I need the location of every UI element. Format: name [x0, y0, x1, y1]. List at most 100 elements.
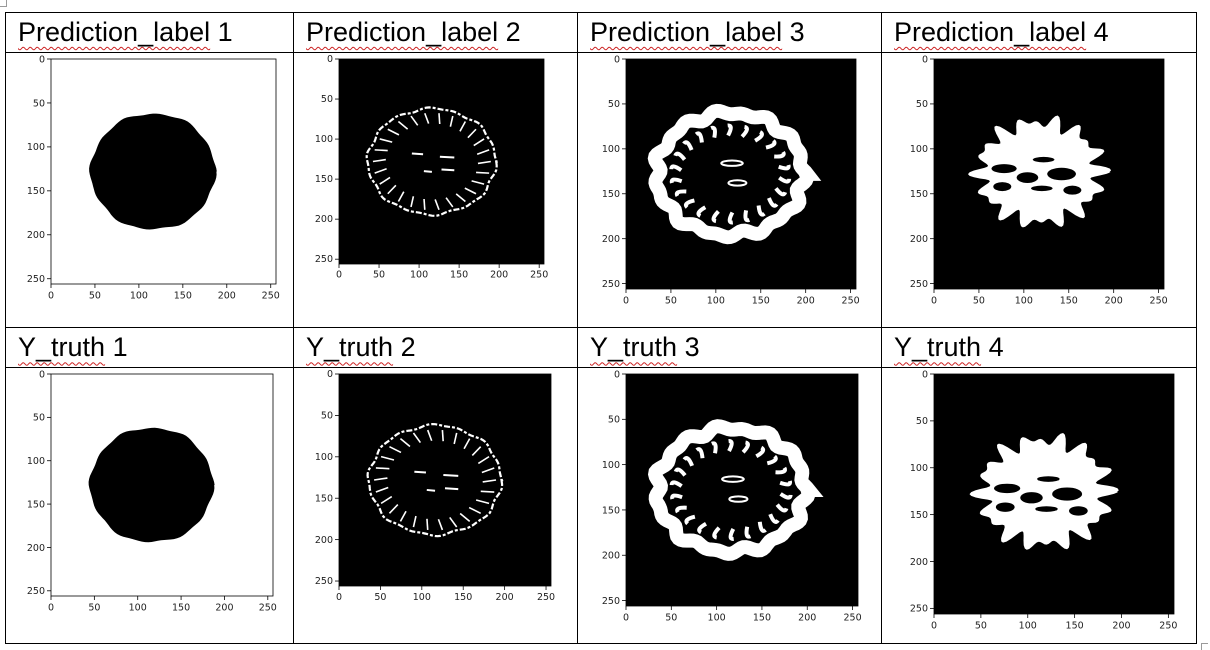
gyrus-fold [765, 138, 777, 150]
plot-cell-prediction-1[interactable]: 0 0 50 50 100 100 150 150 200 200 250 250 [5, 51, 294, 329]
sulcus-mark [389, 446, 402, 454]
y-tick-label: 0 [39, 54, 45, 65]
x-tick-label: 0 [931, 621, 937, 632]
header-cell-truth-3[interactable]: Y_truth 3 [577, 327, 882, 369]
y-tick-label: 50 [33, 98, 45, 109]
gyrus-fold [669, 177, 683, 184]
x-tick-label: 0 [336, 592, 342, 603]
white-matter-shape [969, 433, 1119, 550]
gyrus-fold [670, 493, 683, 500]
gyrus-fold [775, 503, 789, 513]
gyrus-fold [779, 480, 793, 487]
sulcus-mark [410, 195, 415, 207]
brain-mask-shape [89, 113, 217, 230]
y-tick-label: 100 [27, 456, 45, 467]
gyrus-fold [778, 164, 791, 171]
plot-cell-truth-4[interactable]: 0 0 50 50 100 100 150 150 200 200 250 250 [881, 367, 1197, 644]
y-tick-label: 150 [602, 189, 620, 200]
header-number: 3 [684, 332, 700, 363]
plot-cell-prediction-4[interactable]: 0 0 50 50 100 100 150 150 200 200 250 250 [881, 51, 1197, 329]
header-cell-prediction-2[interactable]: Prediction_label 2 [293, 12, 578, 53]
plot-image-truth-1: 0 0 50 50 100 100 150 150 200 200 250 250 [27, 369, 277, 614]
y-tick-label: 0 [327, 369, 333, 380]
y-tick-label: 0 [614, 369, 620, 380]
header-cell-prediction-4[interactable]: Prediction_label 4 [881, 12, 1197, 53]
x-tick-label: 50 [89, 290, 101, 301]
ventricle-mark [426, 489, 436, 492]
y-tick-label: 100 [910, 463, 928, 474]
header-cell-prediction-1[interactable]: Prediction_label 1 [5, 12, 294, 53]
plot-image-truth-3: 0 0 50 50 100 100 150 150 200 200 250 250 [602, 369, 862, 624]
sulcus-mark [445, 196, 454, 208]
gyrus-fold [767, 196, 779, 208]
sulcus-mark [449, 115, 454, 127]
gyrus-fold [768, 513, 780, 525]
plot-cell-truth-1[interactable]: 0 0 50 50 100 100 150 150 200 200 250 250 [5, 367, 294, 644]
image-row-truth: 0 0 50 50 100 100 150 150 200 200 250 250 0 0 50 50 100… [5, 367, 1197, 644]
header-label: Y_truth [894, 332, 982, 363]
gyrus-fold [728, 528, 736, 542]
y-tick-label: 100 [910, 144, 928, 155]
plot-cell-prediction-2[interactable]: 0 0 50 50 100 100 150 150 200 200 250 250 [293, 51, 578, 329]
ventricle-mark [444, 487, 459, 491]
y-tick-label: 250 [315, 254, 333, 265]
x-tick-label: 150 [1060, 295, 1078, 306]
plot-image-truth-2: 0 0 50 50 100 100 150 150 200 200 250 250 [315, 369, 555, 603]
dark-region [1020, 492, 1043, 504]
gyrus-fold [766, 455, 778, 466]
header-cell-truth-2[interactable]: Y_truth 2 [293, 327, 578, 369]
y-tick-label: 200 [602, 551, 620, 562]
header-number: 3 [789, 17, 805, 47]
dark-region [994, 483, 1021, 494]
plot-cell-truth-2[interactable]: 0 0 50 50 100 100 150 150 200 200 250 250 [293, 367, 578, 644]
sulcus-mark [434, 198, 440, 210]
gyrus-fold [673, 151, 687, 161]
dark-region [1052, 487, 1083, 501]
x-tick-label: 200 [798, 613, 816, 624]
gyrus-fold [774, 186, 788, 196]
sulcus-mark [388, 504, 399, 515]
gyrus-fold [757, 521, 767, 534]
gyrus-fold [775, 466, 788, 475]
x-tick-label: 50 [973, 295, 985, 306]
x-tick-label: 0 [336, 269, 342, 280]
x-tick-label: 100 [130, 290, 148, 301]
header-label: Y_truth [590, 332, 678, 363]
sulcus-mark [441, 430, 444, 442]
plot-image-prediction-3: 0 0 50 50 100 100 150 150 200 200 250 250 [602, 54, 860, 306]
sulcus-mark [426, 518, 429, 531]
sulcus-mark [459, 120, 467, 132]
sulcus-mark [423, 198, 426, 210]
gyrus-fold [712, 526, 721, 540]
y-tick-label: 250 [910, 604, 928, 615]
x-tick-label: 150 [450, 269, 468, 280]
sulcus-mark [379, 176, 391, 185]
ventricle-mark [439, 155, 455, 159]
header-cell-truth-4[interactable]: Y_truth 4 [881, 327, 1197, 369]
header-label: Prediction_label [18, 17, 211, 47]
sulcus-mark [375, 467, 390, 470]
header-number: 2 [505, 17, 521, 47]
sulcus-mark [399, 438, 411, 448]
sulcus-mark [476, 171, 490, 174]
y-tick-label: 0 [39, 369, 45, 380]
gyrus-fold [697, 522, 708, 535]
x-tick-label: 100 [1019, 621, 1037, 632]
x-tick-label: 0 [48, 603, 54, 614]
sulcus-mark [374, 167, 387, 174]
gyrus-fold [778, 175, 792, 184]
gyrus-fold [774, 150, 786, 159]
header-cell-truth-1[interactable]: Y_truth 1 [5, 327, 294, 369]
y-tick-label: 0 [922, 369, 928, 380]
plot-cell-truth-3[interactable]: 0 0 50 50 100 100 150 150 200 200 250 250 [577, 367, 882, 644]
sulcus-mark [467, 128, 477, 138]
dark-region [993, 181, 1012, 191]
ventricle-mark [443, 474, 459, 478]
header-cell-prediction-3[interactable]: Prediction_label 3 [577, 12, 882, 53]
plot-cell-prediction-3[interactable]: 0 0 50 50 100 100 150 150 200 200 250 250 [577, 51, 882, 329]
white-matter-shape [968, 115, 1112, 228]
header-number: 1 [217, 17, 233, 47]
x-tick-label: 150 [753, 613, 771, 624]
image-area [338, 58, 545, 265]
ventricle-mark [423, 169, 432, 173]
